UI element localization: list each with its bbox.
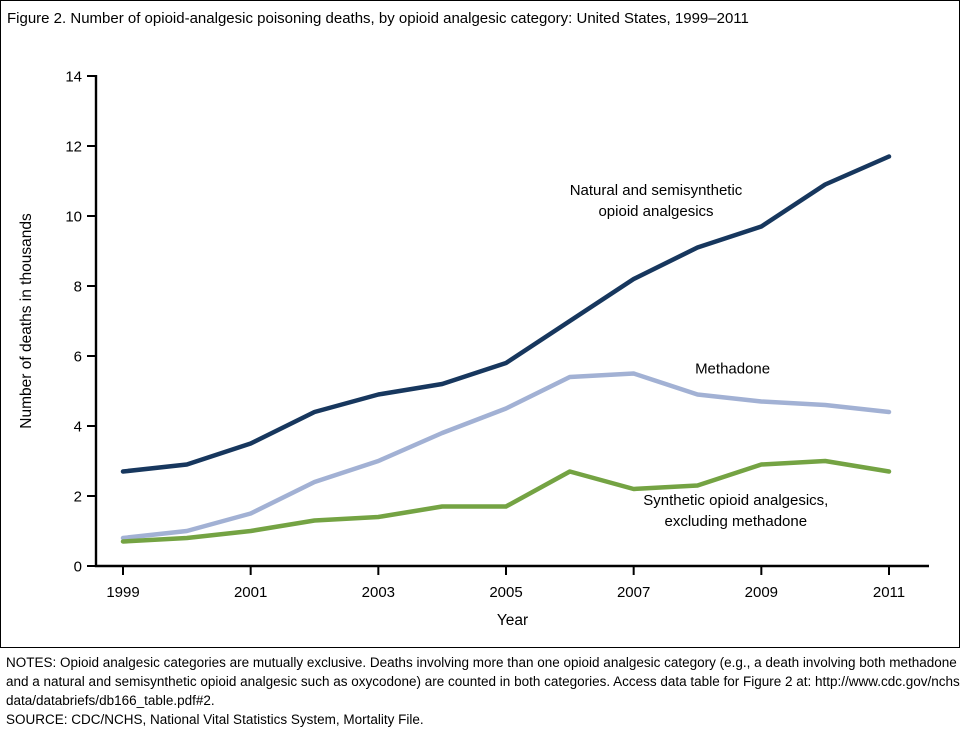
y-axis-title: Number of deaths in thousands xyxy=(18,213,35,429)
y-tick-label: 10 xyxy=(65,208,82,225)
chart-svg: 0 2 4 6 8 10 12 14 1999 2001 2003 2005 2007 2009 2011 N… xyxy=(18,68,929,629)
notes-line-1: NOTES: Opioid analgesic categories are m… xyxy=(6,655,957,670)
x-tick-label: 2001 xyxy=(234,584,267,601)
x-tick-label: 2003 xyxy=(362,584,395,601)
series-line-synthetic-opioid-analgesics-excluding-methadone xyxy=(120,458,892,544)
y-tick-label: 6 xyxy=(74,348,82,365)
y-tick-label: 12 xyxy=(65,138,82,155)
x-axis-title: Year xyxy=(497,612,528,629)
notes-line-3: data/databriefs/db166_table.pdf#2. xyxy=(6,693,215,709)
notes-line-2: and a natural and semisynthetic opioid a… xyxy=(6,674,960,690)
x-tick-label: 2005 xyxy=(489,584,522,601)
y-tick-label: 4 xyxy=(74,418,82,435)
series-line-natural-and-semisynthetic-opioid-analgesics xyxy=(120,153,892,474)
series-label: Synthetic opioid analgesics, excluding me… xyxy=(643,491,828,529)
source-line: SOURCE: CDC/NCHS, National Vital Statist… xyxy=(6,712,424,728)
series-label: Methadone xyxy=(695,360,770,377)
x-tick-label: 2007 xyxy=(617,584,650,601)
series-line-methadone xyxy=(120,370,892,540)
y-tick-label: 8 xyxy=(74,278,82,295)
figure-frame: Figure 2. Number of opioid-analgesic poi… xyxy=(0,0,960,648)
series-label: Natural and semisynthetic opioid analgesi… xyxy=(570,182,743,220)
chart-area: 0 2 4 6 8 10 12 14 1999 2001 2003 2005 2007 2009 2011 N… xyxy=(1,31,959,637)
x-tick-label: 2009 xyxy=(745,584,778,601)
x-tick-label: 1999 xyxy=(106,584,139,601)
y-tick-label: 0 xyxy=(74,558,82,575)
x-tick-label: 2011 xyxy=(873,584,905,601)
notes-block: NOTES: Opioid analgesic categories are m… xyxy=(0,648,960,730)
y-tick-label: 2 xyxy=(74,488,82,505)
figure-title: Figure 2. Number of opioid-analgesic poi… xyxy=(7,10,749,27)
y-tick-label: 14 xyxy=(65,68,82,85)
